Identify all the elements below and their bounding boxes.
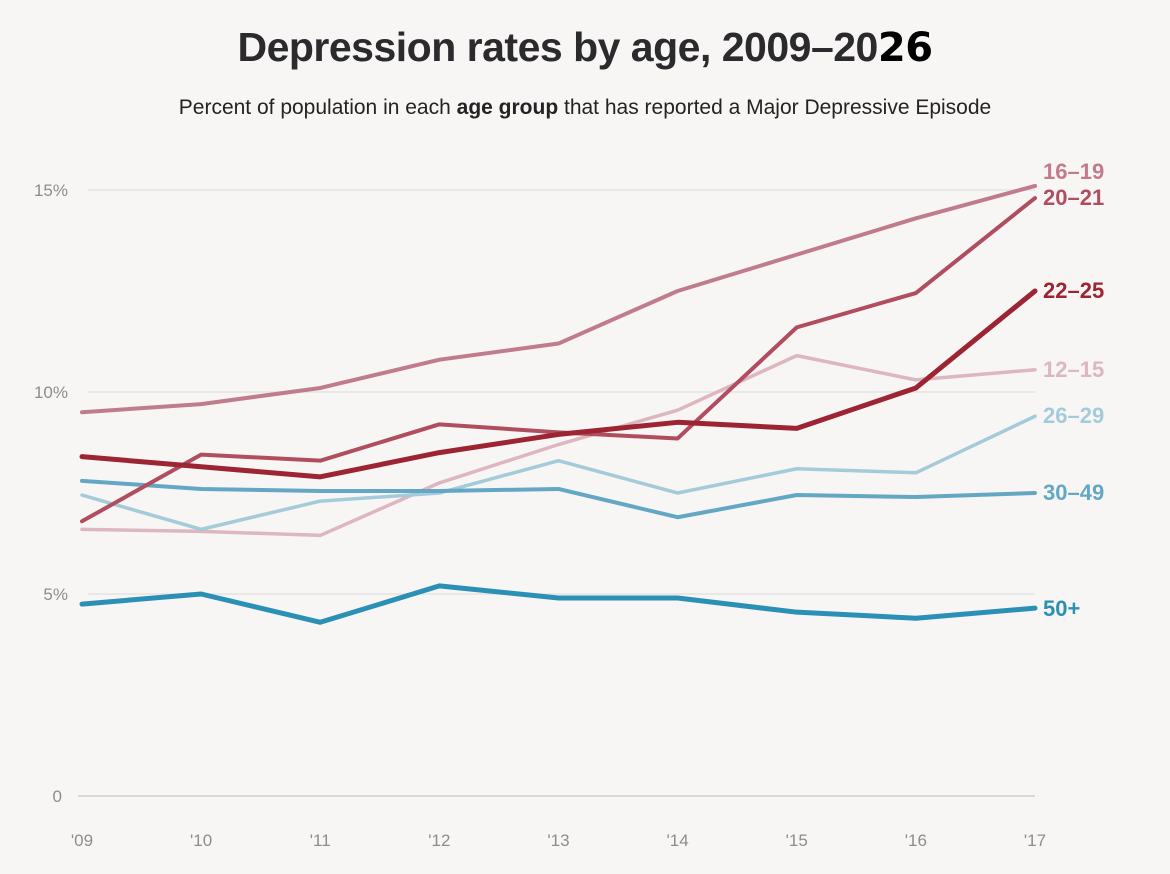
x-tick-label-14: '14: [667, 831, 689, 850]
subtitle-bold: age group: [456, 96, 559, 119]
y-tick-label-15pct: 15%: [34, 181, 68, 200]
x-tick-label-16: '16: [905, 831, 927, 850]
y-tick-label-10pct: 10%: [34, 383, 68, 402]
series-label-12-15: 12–15: [1043, 357, 1104, 382]
page-title-suffix: 26: [877, 25, 933, 71]
series-label-16-19: 16–19: [1043, 159, 1104, 184]
page-title: Depression rates by age, 2009–2026: [0, 24, 1170, 71]
series-label-26-29: 26–29: [1043, 403, 1104, 428]
series-line-26-29: [80, 414, 1037, 532]
x-tick-label-10: '10: [190, 831, 212, 850]
series-line-30-49: [80, 478, 1037, 520]
series-line-16-19: [80, 183, 1037, 415]
y-tick-label-5pct: 5%: [43, 585, 68, 604]
series-label-30-49: 30–49: [1043, 480, 1104, 505]
x-tick-label-11: '11: [310, 831, 331, 850]
series-line-22-25: [79, 288, 1038, 480]
series-label-50-plus: 50+: [1043, 596, 1080, 621]
series-label-20-21: 20–21: [1043, 185, 1104, 210]
series-line-50-plus: [79, 583, 1038, 625]
series-line-12-15: [80, 353, 1037, 538]
y-tick-label-0: 0: [53, 787, 62, 806]
x-tick-label-09: '09: [71, 831, 93, 850]
subtitle-pre: Percent of population in each: [178, 96, 457, 119]
x-tick-label-17: '17: [1024, 831, 1046, 850]
page-title-main: Depression rates by age, 2009–20: [237, 24, 878, 70]
x-tick-label-15: '15: [786, 831, 808, 850]
chart-subtitle: Percent of population in each age group …: [0, 96, 1170, 120]
series-label-22-25: 22–25: [1043, 278, 1104, 303]
subtitle-post: that has reported a Major Depressive Epi…: [558, 96, 992, 119]
x-tick-label-13: '13: [547, 831, 569, 850]
x-tick-label-12: '12: [428, 831, 450, 850]
